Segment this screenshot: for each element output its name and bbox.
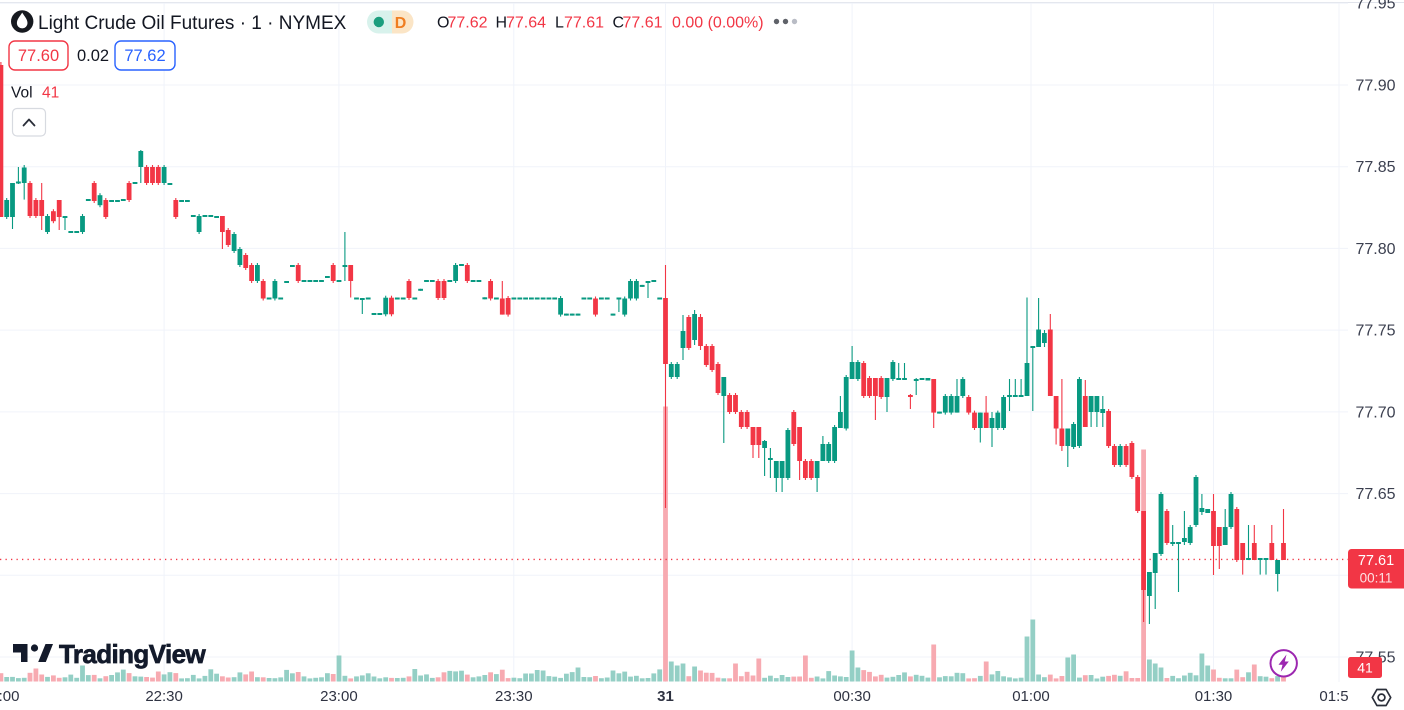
- svg-text:77.70: 77.70: [1355, 404, 1395, 421]
- svg-text:31: 31: [657, 688, 674, 705]
- svg-text:O: O: [437, 15, 449, 32]
- svg-text:0.02: 0.02: [77, 47, 109, 65]
- svg-text:01:00: 01:00: [1012, 688, 1050, 705]
- svg-text:TradingView: TradingView: [59, 639, 206, 669]
- svg-text:H: H: [496, 15, 508, 32]
- svg-text:Light Crude Oil Futures · 1 ·: Light Crude Oil Futures · 1 · NYMEX: [38, 13, 347, 34]
- svg-text:77.80: 77.80: [1355, 241, 1395, 258]
- svg-text:C: C: [613, 15, 625, 32]
- svg-text:77.95: 77.95: [1355, 0, 1395, 13]
- svg-text:77.65: 77.65: [1355, 486, 1395, 503]
- svg-text:23:00: 23:00: [320, 688, 358, 705]
- svg-text:77.61: 77.61: [623, 15, 663, 32]
- svg-text:01:5: 01:5: [1319, 688, 1348, 705]
- svg-text:01:30: 01:30: [1195, 688, 1233, 705]
- svg-text:23:30: 23:30: [495, 688, 533, 705]
- svg-text:0.00 (0.00%): 0.00 (0.00%): [672, 15, 764, 32]
- svg-text:41: 41: [42, 85, 59, 102]
- svg-text:77.62: 77.62: [448, 15, 488, 32]
- svg-text:77.64: 77.64: [506, 15, 546, 32]
- svg-text::00: :00: [0, 688, 19, 705]
- svg-text:77.90: 77.90: [1355, 77, 1395, 94]
- svg-text:77.61: 77.61: [1358, 553, 1394, 569]
- svg-text:00:11: 00:11: [1360, 571, 1393, 586]
- svg-text:Vol: Vol: [11, 85, 33, 102]
- svg-text:D: D: [395, 15, 407, 32]
- svg-text:77.61: 77.61: [564, 15, 604, 32]
- svg-text:41: 41: [1357, 660, 1373, 676]
- svg-text:77.75: 77.75: [1355, 323, 1395, 340]
- svg-text:L: L: [555, 15, 564, 32]
- svg-text:77.62: 77.62: [124, 47, 165, 65]
- svg-text:77.60: 77.60: [18, 47, 59, 65]
- svg-text:77.85: 77.85: [1355, 159, 1395, 176]
- svg-text:00:30: 00:30: [833, 688, 871, 705]
- svg-text:22:30: 22:30: [145, 688, 183, 705]
